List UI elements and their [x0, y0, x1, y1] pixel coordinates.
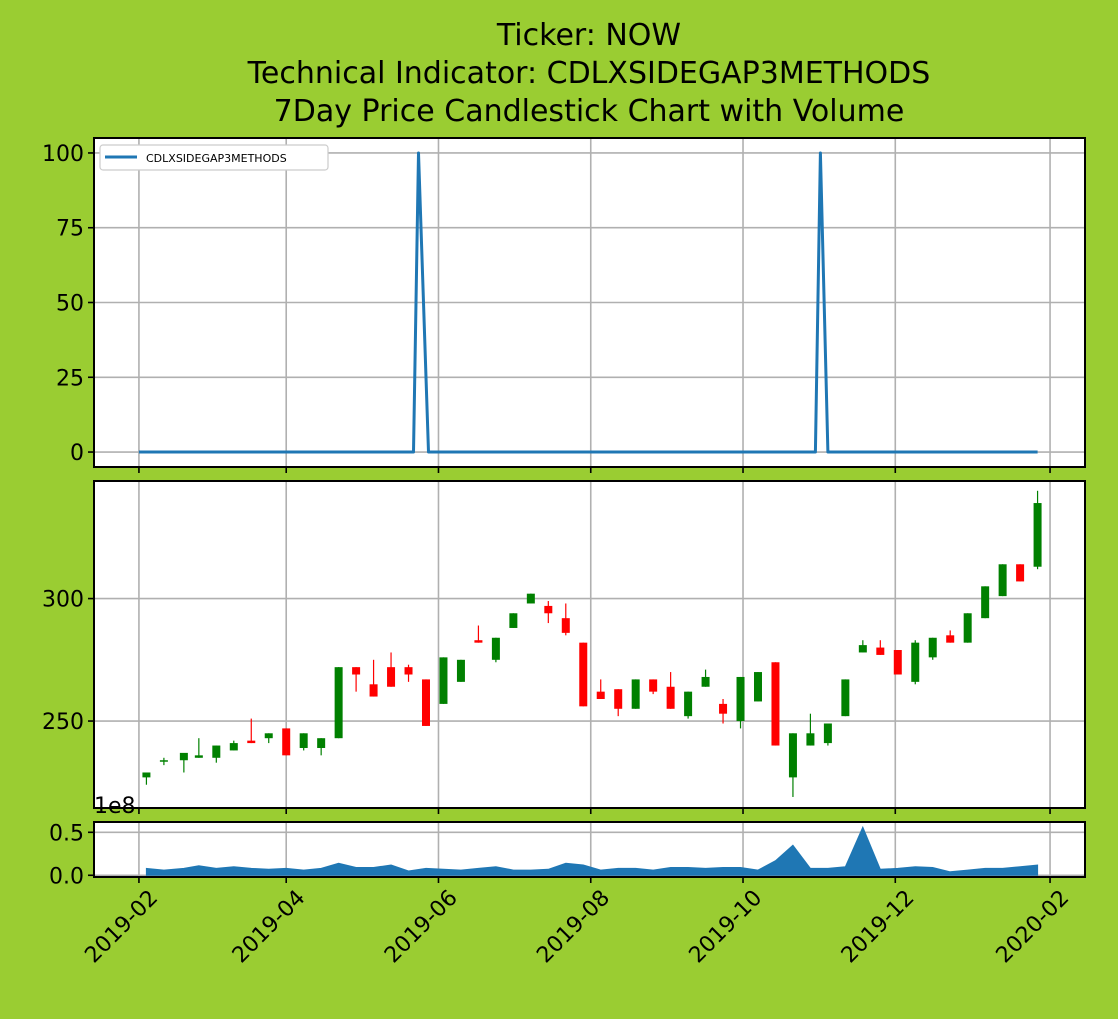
volume-panel: 0.0 0.5: [49, 821, 1086, 889]
candle-up: [526, 593, 535, 604]
candle-down: [1016, 564, 1025, 582]
volume-offset-label: 1e8: [94, 794, 136, 819]
legend-box: [99, 144, 329, 171]
candle-up: [439, 657, 448, 704]
price-panel: 250 300: [42, 480, 1086, 814]
candle-up: [736, 676, 745, 722]
candle-down: [369, 684, 378, 697]
indicator-ytick-label: 75: [56, 217, 84, 242]
price-ytick-label: 250: [42, 710, 84, 735]
candle-down: [544, 605, 553, 614]
candle-down: [649, 679, 658, 692]
candle-up: [841, 679, 850, 717]
volume-area: [145, 825, 1039, 876]
candle-down: [771, 662, 780, 746]
candle-up: [212, 745, 221, 758]
title-line-3: 7Day Price Candlestick Chart with Volume: [274, 94, 905, 129]
candle-down: [876, 647, 885, 655]
candle-up: [1033, 503, 1042, 567]
candle-down: [893, 650, 902, 675]
candle-down: [719, 703, 728, 714]
candle-down: [596, 691, 605, 699]
indicator-ytick-label: 0: [70, 441, 84, 466]
candle-up: [264, 733, 273, 739]
candle-down: [247, 740, 256, 744]
candle-up: [981, 586, 990, 619]
candle-up: [928, 637, 937, 658]
legend-label: CDLXSIDEGAP3METHODS: [146, 152, 287, 165]
price-plot-area: [94, 481, 1085, 808]
candle-up: [631, 679, 640, 709]
candle-up: [194, 755, 203, 758]
candle-down: [387, 667, 396, 687]
volume-ytick-label: 0.5: [49, 821, 84, 846]
indicator-frame: [93, 137, 1086, 468]
volume-frame: [93, 821, 1086, 878]
candle-up: [788, 733, 797, 778]
candle-up: [701, 676, 710, 687]
candle-up: [456, 659, 465, 682]
candle-down: [946, 635, 955, 643]
indicator-ytick-label: 25: [56, 366, 84, 391]
price-ytick-label: 300: [42, 588, 84, 613]
candle-up: [334, 667, 343, 739]
candle-down: [579, 642, 588, 707]
volume-ytick-label: 0.0: [49, 864, 84, 889]
candle-down: [666, 686, 675, 709]
candle-down: [421, 679, 430, 726]
candle-up: [142, 772, 151, 778]
candle-down: [282, 728, 291, 756]
candle-down: [561, 618, 570, 633]
candle-down: [614, 689, 623, 709]
candle-up: [963, 613, 972, 643]
candle-up: [806, 733, 815, 746]
indicator-panel: 0 25 50 75 100 CDLXSIDEGAP3METHODS: [42, 137, 1086, 473]
indicator-series-line: [138, 151, 1038, 454]
candle-up: [911, 642, 920, 682]
candle-up: [823, 723, 832, 744]
title-line-1: Ticker: NOW: [496, 18, 681, 53]
candle-down: [474, 640, 483, 643]
candle-up: [179, 752, 188, 761]
candle-up: [159, 760, 168, 762]
indicator-ytick-label: 50: [56, 292, 84, 317]
candle-up: [491, 637, 500, 660]
title-line-2: Technical Indicator: CDLXSIDEGAP3METHODS: [247, 56, 931, 91]
candle-up: [509, 613, 518, 628]
indicator-ytick-label: 100: [42, 142, 84, 167]
candle-up: [299, 733, 308, 748]
candle-up: [858, 645, 867, 653]
candle-down: [404, 667, 413, 675]
candle-up: [229, 743, 238, 751]
candle-up: [998, 564, 1007, 597]
candle-up: [317, 738, 326, 748]
candle-down: [352, 667, 361, 675]
candle-up: [684, 691, 693, 717]
indicator-legend: CDLXSIDEGAP3METHODS: [99, 144, 329, 171]
price-frame: [93, 480, 1086, 809]
candle-up: [753, 672, 762, 702]
